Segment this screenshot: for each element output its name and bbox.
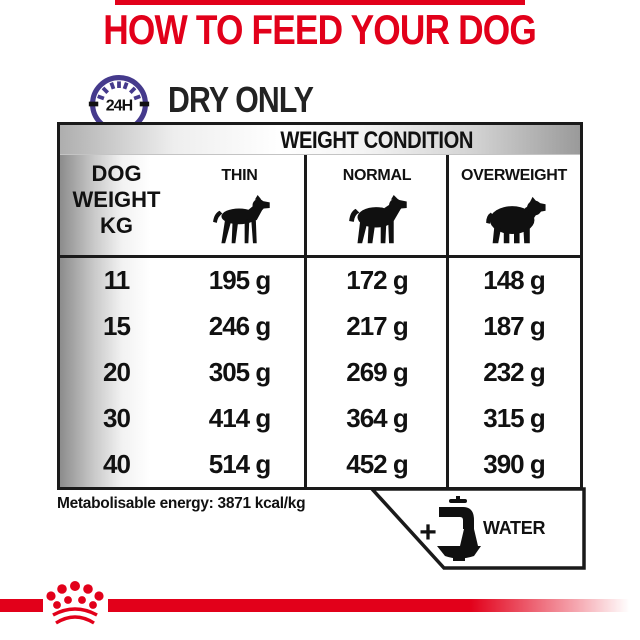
table-row: 30 414 g 364 g 315 g bbox=[60, 395, 580, 441]
ration-cell-overweight: 187 g bbox=[483, 311, 546, 342]
ration-cell-normal: 172 g bbox=[346, 265, 409, 296]
weight-condition-band bbox=[60, 125, 580, 155]
column-divider-1 bbox=[304, 155, 307, 487]
ration-cell-normal: 269 g bbox=[346, 356, 409, 387]
ration-cell-overweight: 390 g bbox=[483, 448, 546, 479]
energy-note: Metabolisable energy: 3871 kcal/kg bbox=[57, 495, 306, 512]
column-header-overweight: OVERWEIGHT bbox=[460, 167, 568, 184]
table-body: 11 195 g 172 g 148 g 15 246 g 217 g 187 … bbox=[60, 258, 580, 487]
ration-cell-thin: 514 g bbox=[208, 448, 272, 479]
table-row: 20 305 g 269 g 232 g bbox=[60, 350, 580, 396]
clock-label: 24H bbox=[106, 97, 133, 115]
ration-cell-normal: 364 g bbox=[346, 402, 409, 433]
column-divider-2 bbox=[446, 155, 449, 487]
dog-weight-line3: KG bbox=[100, 213, 133, 238]
brand-stripe-right bbox=[108, 599, 640, 612]
dog-weight-line2: WEIGHT bbox=[72, 187, 161, 212]
ration-cell-overweight: 315 g bbox=[483, 402, 546, 433]
weight-column-background bbox=[60, 125, 173, 487]
page-title-text: HOW TO FEED YOUR DOG bbox=[103, 6, 538, 53]
crown-logo bbox=[44, 579, 106, 631]
24h-clock-icon: 24H bbox=[86, 71, 152, 137]
top-red-rule bbox=[115, 0, 525, 5]
table-row: 40 514 g 452 g 390 g bbox=[60, 441, 580, 487]
plus-sign: + bbox=[419, 516, 437, 549]
ration-cell-overweight: 232 g bbox=[483, 356, 546, 387]
dog-weight-cell: 20 bbox=[103, 356, 131, 387]
ration-cell-normal: 452 g bbox=[346, 448, 409, 479]
dog-weight-cell: 11 bbox=[103, 265, 131, 296]
ration-cell-thin: 305 g bbox=[208, 356, 272, 387]
feeding-table: WEIGHT CONDITION DOG WEIGHT KG THIN NORM… bbox=[57, 122, 583, 490]
ration-cell-thin: 414 g bbox=[208, 402, 272, 433]
ration-cell-overweight: 148 g bbox=[483, 265, 546, 296]
dog-weight-cell: 30 bbox=[103, 402, 131, 433]
thin-dog-icon bbox=[173, 191, 306, 247]
overweight-dog-icon bbox=[448, 191, 580, 247]
header-separator-line bbox=[60, 255, 580, 258]
table-row: 11 195 g 172 g 148 g bbox=[60, 258, 580, 304]
ration-cell-thin: 246 g bbox=[208, 311, 272, 342]
dog-weight-cell: 40 bbox=[103, 448, 131, 479]
brand-stripe-left bbox=[0, 599, 43, 612]
dog-weight-cell: 15 bbox=[103, 311, 131, 342]
weight-condition-header: WEIGHT CONDITION bbox=[280, 127, 473, 154]
ration-cell-normal: 217 g bbox=[346, 311, 409, 342]
table-row: 15 246 g 217 g 187 g bbox=[60, 304, 580, 350]
normal-dog-icon bbox=[306, 191, 448, 247]
ration-cell-thin: 195 g bbox=[208, 265, 272, 296]
page-title: HOW TO FEED YOUR DOG bbox=[0, 8, 640, 52]
column-header-normal: NORMAL bbox=[342, 167, 412, 184]
dog-weight-header: DOG WEIGHT KG bbox=[60, 161, 173, 239]
water-tap-icon bbox=[437, 496, 481, 562]
column-header-thin: THIN bbox=[221, 167, 258, 184]
water-label: WATER bbox=[483, 518, 546, 538]
dog-weight-line1: DOG bbox=[91, 161, 142, 186]
dry-only-label: DRY ONLY bbox=[168, 79, 314, 120]
water-callout-box bbox=[368, 487, 586, 571]
